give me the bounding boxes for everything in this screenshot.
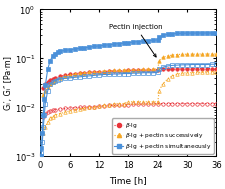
Legend: $\beta$-lg, $\beta$-lg + pectin successively, $\beta$-lg + pectin simultaneously: $\beta$-lg, $\beta$-lg + pectin successi… [112,118,213,153]
X-axis label: Time [h]: Time [h] [109,176,147,185]
Text: Pectin injection: Pectin injection [108,24,162,57]
Y-axis label: Gᵢ′, Gᵢ″ [Pa·m]: Gᵢ′, Gᵢ″ [Pa·m] [4,56,13,110]
